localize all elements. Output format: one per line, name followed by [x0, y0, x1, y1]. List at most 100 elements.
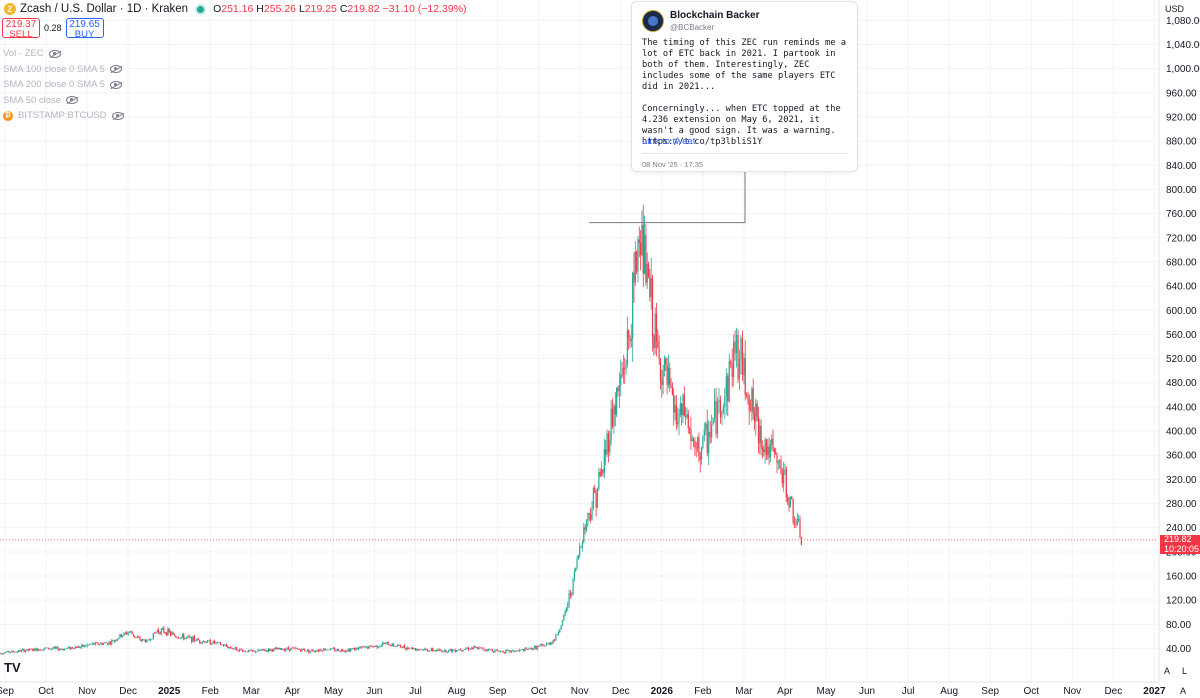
price-axis-background[interactable]: [1159, 0, 1200, 682]
zcash-logo-icon: Z: [4, 3, 16, 15]
sell-button[interactable]: 219.37 SELL: [2, 18, 40, 39]
candle: [376, 645, 378, 649]
candle: [490, 649, 492, 651]
candle: [677, 407, 679, 428]
time-tick-label: Dec: [119, 686, 137, 697]
current-price-label: 219.82 10:20:05: [1160, 534, 1200, 554]
auto-fit-button[interactable]: A: [1180, 686, 1187, 696]
candle: [722, 403, 724, 415]
candle: [646, 252, 648, 289]
candle: [277, 647, 279, 650]
candle: [293, 646, 295, 649]
symbol-title[interactable]: Zcash / U.S. Dollar · 1D · Kraken: [20, 3, 189, 15]
candle: [640, 230, 642, 271]
candle: [306, 649, 309, 652]
legend-item-sma200[interactable]: SMA 200 close 0 SMA 5: [3, 77, 124, 93]
candle: [607, 430, 610, 463]
candle: [342, 648, 344, 652]
candle: [305, 651, 307, 652]
currency-label[interactable]: USD: [1165, 4, 1185, 14]
candle: [20, 649, 23, 653]
hidden-eye-icon[interactable]: [111, 111, 124, 120]
candle: [173, 633, 176, 637]
price-tick-label: 360.00: [1166, 451, 1197, 462]
buy-button[interactable]: 219.65 BUY: [65, 18, 104, 39]
candle: [250, 649, 252, 651]
spread-value: 0.28: [44, 23, 62, 33]
candle: [135, 636, 137, 639]
candle: [642, 204, 644, 287]
candle: [319, 649, 321, 653]
candle: [371, 645, 373, 648]
candle: [752, 378, 754, 420]
time-axis-background[interactable]: [0, 682, 1200, 698]
candle: [142, 638, 144, 642]
candle: [169, 630, 172, 637]
candle: [5, 651, 7, 653]
candle: [606, 429, 608, 458]
auto-scale-button[interactable]: A: [1164, 666, 1171, 676]
tradingview-logo-icon[interactable]: TV: [4, 660, 21, 675]
chart-grid: [0, 0, 1159, 682]
candle: [406, 646, 408, 651]
hidden-eye-icon[interactable]: [48, 49, 61, 58]
candle: [30, 648, 32, 650]
candle: [386, 642, 388, 645]
price-tick-label: 560.00: [1166, 330, 1197, 341]
price-tick-label: 480.00: [1166, 378, 1197, 389]
candle: [290, 647, 292, 651]
candle: [408, 647, 410, 650]
tweet-card[interactable]: Blockchain Backer @BCBacker The timing o…: [631, 1, 858, 172]
candle: [792, 498, 794, 526]
candle: [113, 639, 116, 643]
candle: [783, 461, 785, 492]
candle: [543, 644, 545, 647]
candle: [663, 355, 666, 377]
legend-item-btcusd[interactable]: ₿ BITSTAMP:BTCUSD: [3, 108, 124, 124]
candle: [12, 650, 14, 653]
candle: [796, 512, 798, 526]
candle: [77, 645, 79, 648]
candle: [661, 369, 663, 398]
candle: [577, 554, 579, 560]
candle: [390, 644, 392, 647]
tweet-link[interactable]: Link to tweet: [642, 136, 696, 147]
price-axis[interactable]: 40.0080.00120.00160.00200.00240.00280.00…: [1166, 16, 1200, 655]
tweet-author-name: Blockchain Backer: [670, 10, 760, 21]
candle: [253, 649, 255, 652]
candle: [426, 648, 429, 652]
candle: [78, 645, 80, 648]
candle: [124, 631, 127, 635]
candle: [478, 646, 480, 650]
time-tick-label: Dec: [1104, 686, 1122, 697]
candle: [33, 648, 35, 652]
candle: [471, 647, 474, 650]
candle: [475, 646, 478, 648]
candle: [418, 649, 421, 651]
candle: [323, 647, 325, 652]
candle: [725, 368, 727, 415]
candle: [230, 645, 232, 649]
candle: [638, 226, 640, 258]
candle: [343, 650, 345, 653]
candle: [432, 647, 434, 652]
time-axis[interactable]: Sep Oct Nov Dec 2025 Feb Mar Apr May Jun Jul Aug Sep…: [0, 686, 1166, 697]
hidden-eye-icon[interactable]: [66, 96, 79, 105]
candle: [236, 646, 238, 651]
candle: [98, 643, 101, 646]
legend-item-sma50[interactable]: SMA 50 close: [3, 93, 124, 109]
legend-item-sma100[interactable]: SMA 100 close 0 SMA 5: [3, 62, 124, 78]
log-scale-button[interactable]: L: [1182, 666, 1188, 676]
candle: [56, 646, 58, 649]
candle: [624, 357, 626, 384]
candle: [630, 323, 632, 348]
hidden-eye-icon[interactable]: [109, 80, 122, 89]
hidden-eye-icon[interactable]: [109, 65, 122, 74]
legend-item-volume[interactable]: Vol · ZEC: [3, 46, 124, 62]
candle: [355, 647, 357, 652]
price-tick-label: 520.00: [1166, 354, 1197, 365]
candle: [798, 514, 800, 523]
candle: [594, 484, 596, 494]
candle: [328, 649, 330, 651]
